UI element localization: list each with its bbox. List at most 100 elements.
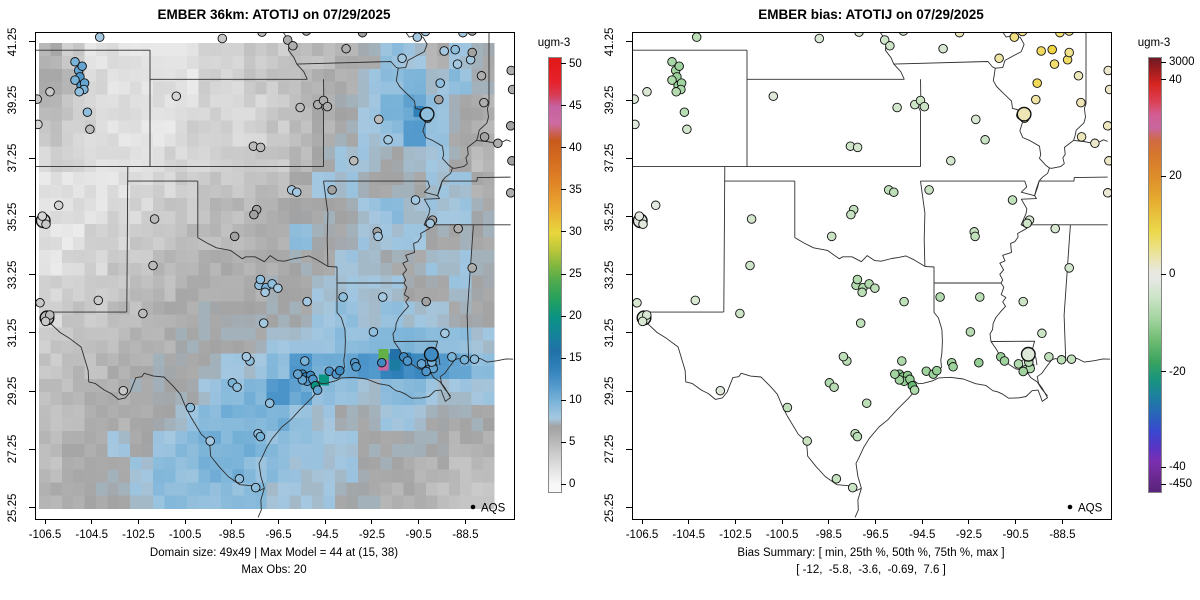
aqs-station-point (1022, 218, 1032, 229)
aqs-station-point (171, 91, 182, 101)
y-axis-tick-label: 27.25 (604, 434, 616, 464)
y-axis-tick-label: 37.25 (7, 143, 19, 173)
aqs-station-point (889, 187, 899, 197)
aqs-station-point (999, 356, 1010, 366)
x-axis-tick-label: -100.5 (168, 529, 202, 541)
colorbar-tick (561, 273, 566, 275)
aqs-station-point (1064, 263, 1074, 273)
aqs-station-point (919, 101, 930, 112)
aqs-station-point (440, 328, 450, 339)
aqs-station-point (879, 35, 890, 45)
aqs-station-point (890, 369, 900, 379)
colorbar-tick (1161, 371, 1166, 373)
y-axis-tick (29, 507, 35, 509)
colorbar-tick-label: 3000 (1169, 56, 1195, 69)
y-axis-tick-label: 39.25 (604, 85, 616, 115)
colorbar-tick (561, 63, 566, 64)
aqs-station-point (1016, 106, 1032, 122)
colorbar-tick-label: 15 (569, 352, 582, 365)
y-axis-tick (29, 390, 35, 392)
y-axis-tick-label: 27.25 (7, 434, 19, 464)
aqs-station-point (847, 482, 858, 493)
colorbar-tick-label: -40 (1169, 461, 1186, 474)
y-axis-tick-label: 35.25 (604, 202, 616, 231)
aqs-station-point (341, 43, 351, 54)
x-axis-tick (921, 519, 923, 524)
model-map-svg: AQS (36, 33, 514, 518)
aqs-station-point (682, 124, 692, 135)
aqs-station-point (459, 355, 470, 365)
colorbar-tick (561, 483, 566, 485)
aqs-station-point (1102, 188, 1111, 198)
y-axis-tick (626, 507, 632, 509)
y-axis-tick-label: 37.25 (604, 143, 616, 173)
aqs-station-point (1018, 296, 1028, 307)
aqs-station-point (368, 327, 379, 337)
aqs-station-point (852, 431, 863, 442)
aqs-station-point (255, 142, 266, 153)
y-axis-tick-label: 35.25 (7, 202, 19, 231)
left-colorbar-units-label: ugm-3 (537, 37, 571, 49)
aqs-station-point (288, 41, 298, 51)
aqs-station-point (899, 296, 909, 307)
y-axis-tick (626, 41, 632, 43)
aqs-station-point (234, 474, 245, 484)
aqs-station-point (1104, 84, 1111, 95)
aqs-station-point (975, 292, 985, 302)
aqs-station-point (857, 287, 867, 298)
aqs-station-point (453, 223, 463, 234)
aqs-station-point (312, 385, 323, 395)
aqs-station-point (447, 352, 457, 362)
aqs-station-point (1076, 132, 1087, 142)
aqs-station-point (36, 94, 42, 104)
x-axis-tick-label: -100.5 (765, 529, 799, 541)
aqs-legend: AQS (1067, 503, 1103, 515)
aqs-station-point (1009, 33, 1020, 42)
aqs-station-point (479, 132, 490, 142)
aqs-station-point (1020, 346, 1036, 362)
x-axis-tick-label: -102.5 (719, 529, 752, 541)
aqs-station-point (420, 33, 431, 37)
colorbar-tick (561, 357, 566, 359)
aqs-station-point (249, 209, 259, 220)
x-axis-tick-label: -90.5 (1002, 529, 1029, 541)
aqs-station-point (36, 298, 45, 308)
aqs-station-point (892, 102, 902, 113)
colorbar-tick-label: 0 (1169, 268, 1176, 280)
y-axis-tick (29, 332, 35, 334)
aqs-station-point (1090, 138, 1100, 149)
aqs-station-point (77, 61, 87, 71)
aqs-station-point (205, 436, 215, 446)
aqs-station-point (971, 114, 981, 125)
colorbar-tick (1161, 273, 1166, 275)
aqs-station-point (74, 87, 84, 97)
aqs-station-point (260, 287, 270, 298)
x-axis-tick-label: -106.5 (625, 529, 659, 541)
aqs-station-point (338, 292, 348, 302)
aqs-station-point (149, 214, 160, 224)
aqs-station-point (70, 75, 80, 85)
aqs-station-point (469, 354, 480, 364)
aqs-station-point (974, 357, 984, 368)
y-axis-tick (29, 216, 35, 217)
aqs-station-point (885, 41, 895, 51)
aqs-station-point (633, 298, 642, 308)
aqs-station-point (1036, 46, 1046, 56)
x-axis-tick-label: -102.5 (122, 529, 155, 541)
aqs-station-point (435, 78, 445, 88)
aqs-station-point (292, 187, 302, 197)
aqs-station-point (746, 214, 757, 224)
aqs-station-point (1066, 354, 1077, 364)
aqs-station-point (852, 142, 863, 153)
aqs-station-point (1055, 33, 1065, 38)
aqs-station-point (671, 87, 681, 97)
aqs-station-point (282, 35, 293, 45)
x-axis-tick (91, 519, 93, 524)
right-caption-line1: Bias Summary: [ min, 25th %, 50th %, 75t… (737, 547, 1005, 559)
colorbar-tick (1161, 79, 1166, 81)
aqs-station-point (965, 327, 976, 337)
x-axis-tick (1061, 519, 1063, 524)
aqs-station-point (434, 94, 444, 105)
aqs-station-point (506, 65, 514, 76)
x-axis-tick (828, 519, 830, 524)
